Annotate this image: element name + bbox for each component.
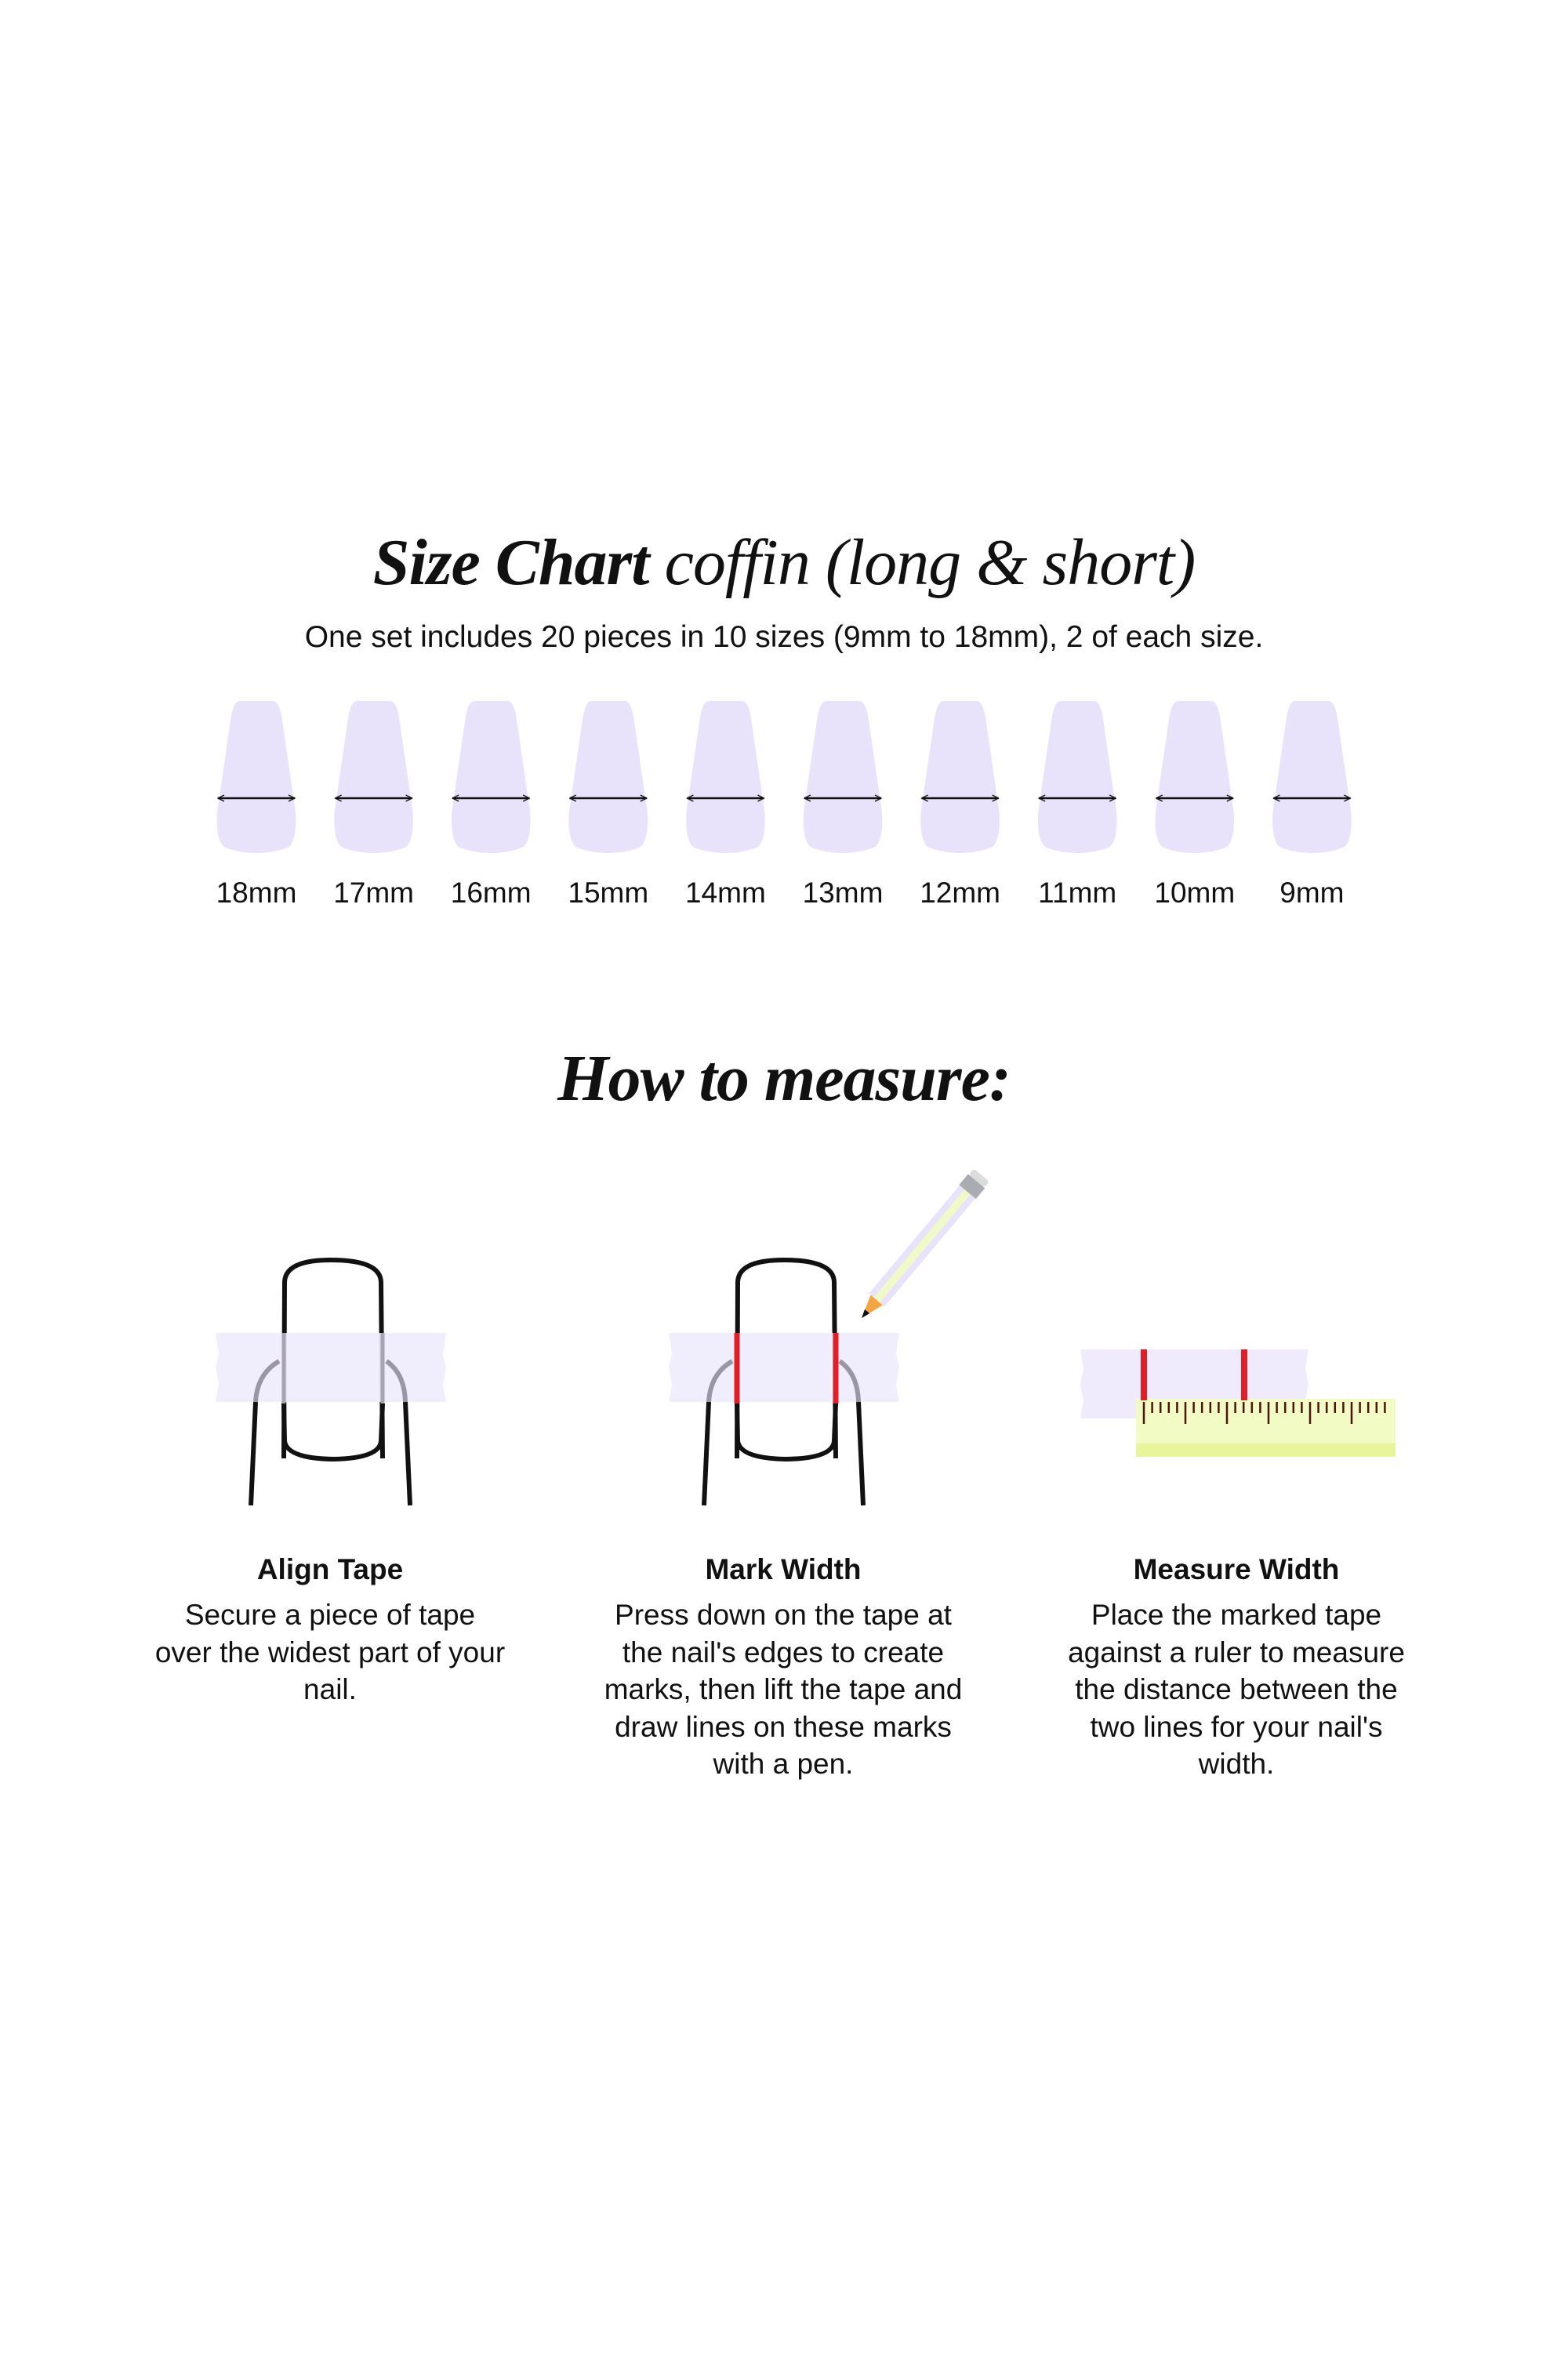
finger-outline-under-tape <box>706 1359 861 1403</box>
nail-outline-bottom <box>735 1403 838 1462</box>
step-title: Measure Width <box>1133 1553 1340 1585</box>
coffin-nail-shape <box>216 701 296 853</box>
coffin-nail-shape <box>1155 701 1235 853</box>
size-label: 13mm <box>802 877 884 909</box>
size-label: 11mm <box>1038 877 1117 909</box>
finger-illustration <box>669 1257 899 1506</box>
tape <box>216 1333 446 1402</box>
ruler-band <box>1136 1443 1396 1457</box>
size-label: 12mm <box>920 877 1000 909</box>
finger-outline <box>249 1401 412 1506</box>
pencil-stripe <box>873 1189 971 1303</box>
step-title: Mark Width <box>705 1553 862 1585</box>
step-text: Secure a piece of tape over the widest p… <box>154 1599 506 1705</box>
size-chart-subtitle: One set includes 20 pieces in 10 sizes (… <box>304 620 1264 654</box>
step-mark-width: Mark Width Press down on the tape at the… <box>579 1551 987 1783</box>
nail-outline-top <box>735 1257 838 1459</box>
coffin-nail-shape <box>803 701 883 853</box>
pencil-lead <box>862 1309 870 1318</box>
size-label: 16mm <box>450 877 532 909</box>
finger-illustration <box>216 1257 446 1506</box>
red-mark-right <box>1241 1349 1247 1400</box>
pencil-eraser <box>970 1169 989 1187</box>
red-mark-left <box>1141 1349 1147 1400</box>
step-align-tape: Align Tape Secure a piece of tape over t… <box>126 1551 534 1708</box>
coffin-nail-shape <box>920 701 1000 853</box>
coffin-nail-shape <box>1037 701 1117 853</box>
step-measure-width: Measure Width Place the marked tape agai… <box>1033 1551 1440 1783</box>
coffin-nail-shape <box>1272 701 1352 853</box>
how-to-measure-title: How to measure: <box>557 1042 1011 1115</box>
size-label: 10mm <box>1154 877 1236 909</box>
pencil-icon <box>862 1169 989 1318</box>
finger-outline-under-tape <box>253 1359 408 1403</box>
coffin-nail-shape <box>686 701 765 853</box>
size-label: 17mm <box>333 877 414 909</box>
nail-edges-under-tape <box>281 1333 385 1403</box>
size-label: 9mm <box>1279 877 1345 909</box>
size-label: 15mm <box>568 877 649 909</box>
step-title: Align Tape <box>256 1553 404 1585</box>
step-text: Place the marked tape against a ruler to… <box>1068 1599 1405 1780</box>
nail-outline-top <box>281 1257 385 1459</box>
nail-outline-bottom <box>281 1403 385 1462</box>
title-light: coffin (long & short) <box>664 526 1196 599</box>
size-label: 18mm <box>216 877 297 909</box>
red-marks <box>734 1333 839 1403</box>
coffin-nail-shape <box>334 701 413 853</box>
coffin-nail-shape <box>451 701 531 853</box>
size-chart-title: Size Chart coffin (long & short) <box>0 524 1568 602</box>
tape <box>669 1333 899 1402</box>
finger-outline <box>702 1401 866 1506</box>
pencil-ferrule <box>959 1174 985 1200</box>
size-label: 14mm <box>684 877 766 909</box>
title-bold: Size Chart <box>372 526 650 599</box>
coffin-nail-shape <box>568 701 648 853</box>
step-text: Press down on the tape at the nail's edg… <box>604 1599 963 1780</box>
